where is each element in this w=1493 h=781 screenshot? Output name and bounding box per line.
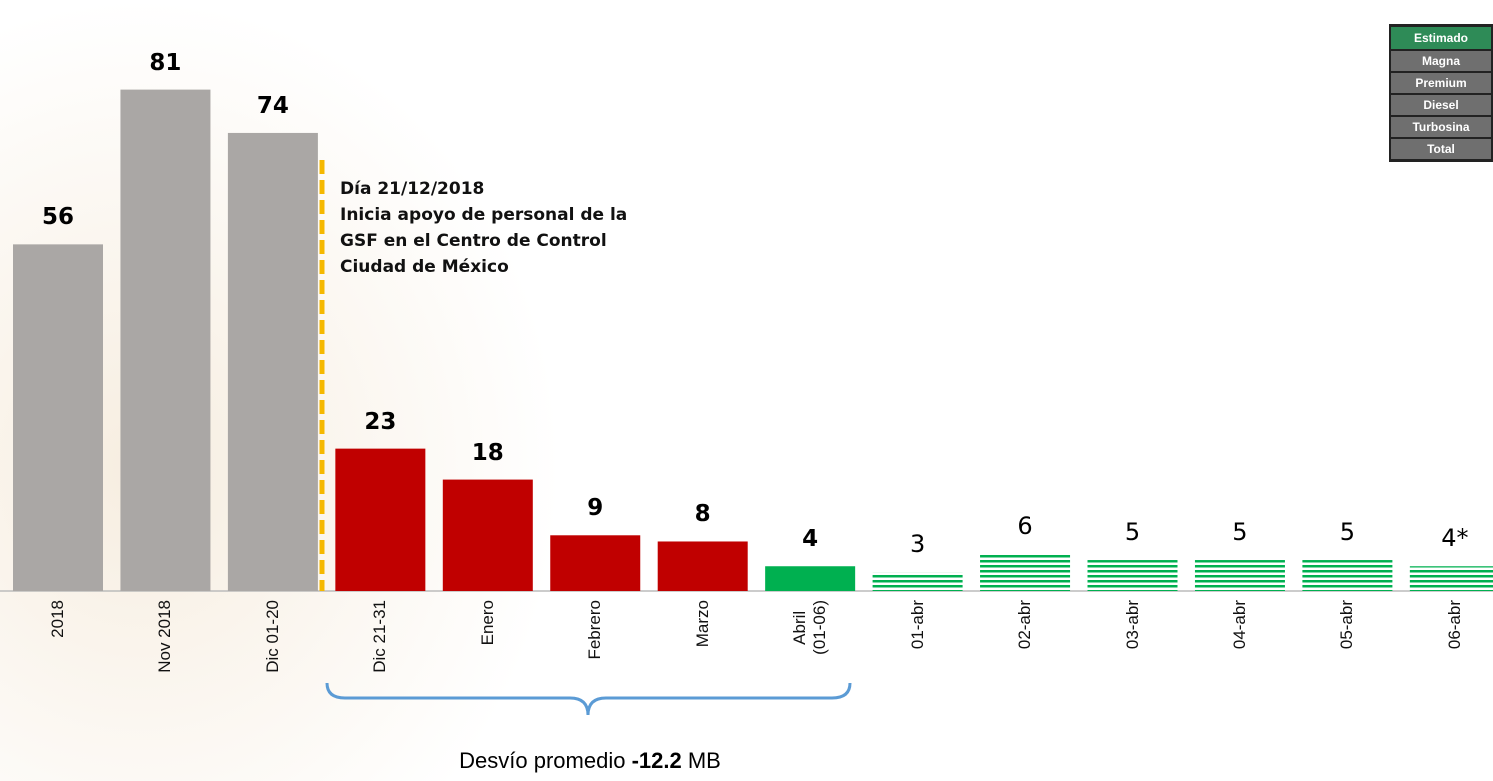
legend-item: Magna bbox=[1391, 51, 1491, 71]
value-label: 9 bbox=[587, 495, 604, 522]
legend-box: Estimado Magna Premium Diesel Turbosina Total bbox=[1389, 24, 1493, 162]
annotation: Día 21/12/2018 Inicia apoyo de personal … bbox=[340, 179, 628, 277]
bar bbox=[1409, 566, 1493, 591]
x-tick-label: 05-abr bbox=[1337, 600, 1357, 650]
brace-value: -12.2 bbox=[631, 748, 682, 773]
watermark bbox=[0, 0, 700, 781]
bar bbox=[120, 89, 211, 592]
legend-item: Total bbox=[1391, 139, 1491, 159]
bar bbox=[657, 541, 748, 591]
x-tick-label: 01-abr bbox=[907, 600, 927, 650]
legend-item: Diesel bbox=[1391, 95, 1491, 115]
brace bbox=[325, 682, 852, 716]
x-tick-label: 02-abr bbox=[1015, 600, 1035, 650]
bar bbox=[1302, 560, 1393, 591]
legend-item: Turbosina bbox=[1391, 117, 1491, 137]
bar bbox=[335, 448, 426, 591]
value-label: 81 bbox=[149, 49, 182, 76]
bar bbox=[1194, 560, 1285, 591]
value-label: 5 bbox=[1124, 518, 1141, 547]
x-tick-label: Dic 21-31 bbox=[370, 600, 390, 673]
x-tick-label: 2018 bbox=[48, 600, 67, 638]
x-tick-label: Dic 01-20 bbox=[262, 600, 282, 673]
legend-item: Estimado bbox=[1391, 27, 1491, 49]
bar bbox=[442, 479, 533, 591]
bar bbox=[980, 553, 1071, 591]
value-label: 5 bbox=[1339, 518, 1356, 547]
x-tick-label: Enero bbox=[477, 600, 497, 646]
x-tick-label: Abril (01-06) bbox=[790, 600, 830, 655]
value-label: 3 bbox=[909, 530, 926, 559]
value-label: 4* bbox=[1441, 524, 1469, 553]
bar bbox=[227, 132, 318, 591]
x-tick-label: Nov 2018 bbox=[155, 600, 175, 673]
value-label: 6 bbox=[1017, 511, 1033, 540]
bar bbox=[872, 572, 963, 591]
value-label: 4 bbox=[802, 526, 819, 553]
bar bbox=[1087, 560, 1178, 591]
x-tick-label: 04-abr bbox=[1229, 600, 1249, 650]
brace-label: Desvío promedio -12.2 MB bbox=[330, 748, 850, 774]
legend-item: Premium bbox=[1391, 73, 1491, 93]
bar bbox=[13, 244, 103, 592]
value-label: 5 bbox=[1232, 518, 1248, 547]
x-tick-label: Marzo bbox=[692, 600, 712, 648]
x-tick-label: 03-abr bbox=[1122, 600, 1142, 650]
value-label: 8 bbox=[694, 501, 711, 528]
bar bbox=[550, 535, 641, 591]
value-label: 23 bbox=[364, 408, 397, 435]
brace-prefix: Desvío promedio bbox=[459, 748, 626, 773]
value-label: 56 bbox=[41, 204, 74, 231]
x-tick-label: 06-abr bbox=[1444, 600, 1464, 650]
x-tick-label: Febrero bbox=[585, 600, 605, 660]
brace-unit: MB bbox=[687, 748, 721, 773]
value-label: 18 bbox=[471, 439, 504, 466]
bar bbox=[765, 566, 856, 591]
value-label: 74 bbox=[256, 92, 289, 119]
